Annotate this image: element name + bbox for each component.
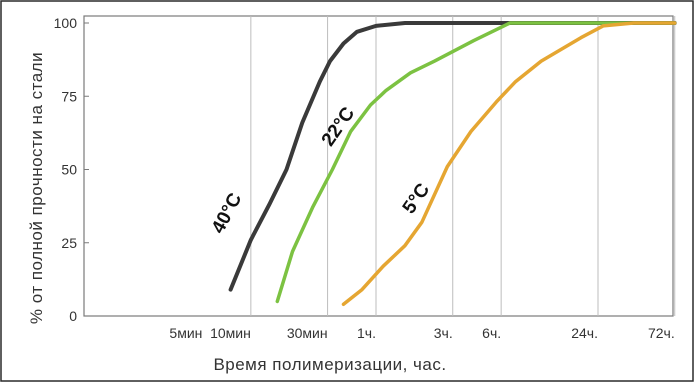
series-group	[228, 21, 677, 307]
x-tick-label: 5мин	[169, 325, 202, 341]
x-tick-label: 30мин	[287, 325, 328, 341]
tick-labels: 5мин 10мин 30мин 1ч. 3ч. 6ч. 24ч. 72ч. 0 25 50 75 10…	[54, 15, 675, 341]
y-tick-label: 0	[69, 308, 77, 324]
plot-area-border	[83, 15, 674, 317]
x-tick-label: 3ч.	[434, 325, 453, 341]
x-tick-label: 6ч.	[482, 325, 501, 341]
series-line-22c	[275, 21, 677, 304]
x-tick-label: 72ч.	[648, 325, 675, 341]
x-axis-title: Время полимеризации, час.	[213, 355, 446, 374]
x-tick-label: 1ч.	[357, 325, 376, 341]
y-axis-title: % от полной прочности на стали	[27, 52, 46, 324]
y-tick-label: 25	[61, 235, 77, 251]
y-tick-label: 50	[61, 162, 77, 178]
series-line-5c	[341, 21, 677, 307]
y-tick-label: 100	[54, 15, 78, 31]
y-tick-label: 75	[61, 88, 77, 104]
x-tick-label: 10мин	[210, 325, 251, 341]
x-tick-label: 24ч.	[571, 325, 598, 341]
